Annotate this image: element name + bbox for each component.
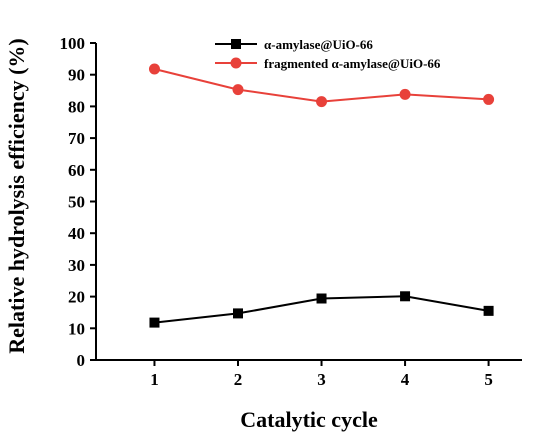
data-point (149, 317, 160, 328)
data-point (148, 63, 160, 75)
y-tick-label: 50 (68, 193, 85, 212)
data-point (232, 84, 244, 96)
data-point (233, 308, 243, 319)
data-point (483, 305, 494, 316)
y-tick-label: 10 (68, 319, 85, 338)
legend-item: α-amylase@UiO-66 (215, 37, 373, 52)
y-tick-label: 40 (68, 224, 85, 243)
legend-item: fragmented α-amylase@UiO-66 (215, 56, 441, 71)
y-tick-label: 0 (77, 351, 86, 370)
x-tick-label: 2 (234, 370, 243, 389)
series-2 (148, 63, 495, 108)
x-tick-label: 5 (484, 370, 493, 389)
legend-marker (231, 39, 241, 49)
data-point (400, 291, 411, 302)
y-tick-label: 90 (68, 66, 85, 85)
y-tick-label: 60 (68, 161, 85, 180)
data-point (483, 93, 495, 105)
x-tick-label: 4 (401, 370, 410, 389)
data-point (399, 88, 411, 100)
legend-label: α-amylase@UiO-66 (264, 37, 373, 52)
ticks: 0 10 20 30 40 50 60 70 80 90 100 1 2 3 4 5 (60, 34, 493, 389)
legend-marker (230, 57, 242, 69)
series-layer (148, 63, 495, 328)
y-tick-label: 20 (68, 288, 85, 307)
y-tick-label: 70 (68, 129, 85, 148)
legend: α-amylase@UiO-66 fragmented α-amylase@UiO… (215, 37, 441, 71)
data-point (316, 293, 327, 304)
axes (95, 43, 522, 361)
y-tick-label: 80 (68, 97, 85, 116)
x-tick-label: 3 (317, 370, 326, 389)
y-axis-title: Relative hydrolysis efficiency (%) (4, 38, 29, 353)
x-tick-label: 1 (150, 370, 159, 389)
x-axis-title: Catalytic cycle (240, 407, 378, 432)
legend-label: fragmented α-amylase@UiO-66 (264, 56, 441, 71)
y-tick-label: 30 (68, 256, 85, 275)
y-tick-label: 100 (60, 34, 86, 53)
data-point (316, 96, 328, 108)
series-1 (149, 291, 494, 328)
